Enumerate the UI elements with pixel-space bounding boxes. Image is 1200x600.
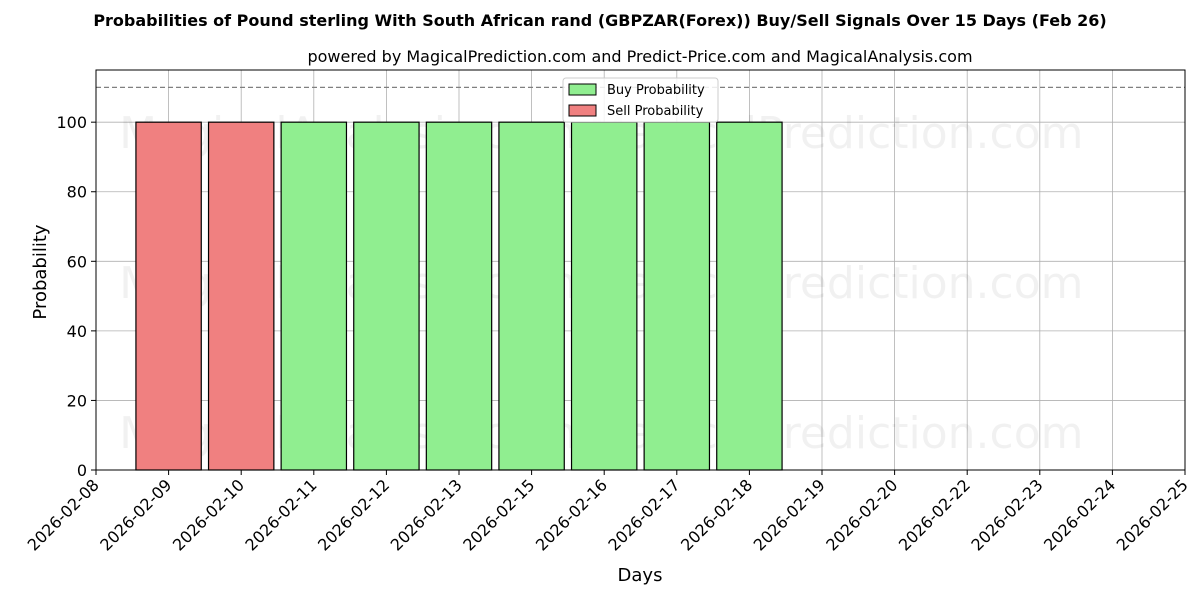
buy-bar (498, 121, 565, 471)
buy-bar (570, 121, 638, 471)
y-tick-label: 40 (67, 322, 87, 341)
sell-bar (135, 121, 202, 471)
y-tick-label: 0 (77, 461, 87, 480)
legend-label: Buy Probability (607, 83, 705, 98)
x-tick-label: 2026-02-20 (822, 475, 901, 554)
x-tick-label: 2026-02-25 (1113, 475, 1192, 554)
legend: Buy Probability Sell Probability (562, 77, 719, 123)
x-tick-label: 2026-02-08 (24, 475, 103, 554)
buy-bar (353, 121, 420, 471)
x-tick-label: 2026-02-24 (1040, 475, 1119, 554)
buy-bar (280, 121, 348, 471)
y-tick-label: 20 (67, 391, 87, 410)
x-tick-label: 2026-02-16 (532, 475, 611, 554)
x-tick-label: 2026-02-12 (314, 475, 393, 554)
x-tick-label: 2026-02-11 (241, 475, 320, 554)
x-tick-label: 2026-02-19 (750, 475, 829, 554)
bars (135, 121, 783, 471)
plot-frame (95, 69, 1186, 471)
buy-bar (716, 121, 783, 471)
y-axis-label: Probability (30, 224, 51, 319)
legend-swatch (568, 104, 597, 117)
x-axis-label: Days (618, 565, 663, 586)
x-tick-label: 2026-02-10 (169, 475, 248, 554)
sell-bar (207, 121, 275, 471)
x-tick-label: 2026-02-17 (604, 475, 683, 554)
chart-title: Probabilities of Pound sterling With Sou… (93, 11, 1106, 30)
x-tick-label: 2026-02-22 (895, 475, 974, 554)
y-tick-label: 100 (56, 113, 87, 132)
legend-swatch (568, 83, 597, 96)
y-tick-label: 60 (67, 252, 87, 271)
buy-bar (643, 121, 711, 471)
x-tick-label: 2026-02-13 (387, 475, 466, 554)
legend-box (562, 77, 719, 123)
x-tick-label: 2026-02-09 (96, 475, 175, 554)
y-axis: 0 20 40 60 80 100 (56, 113, 96, 480)
x-axis: 2026-02-082026-02-092026-02-102026-02-11… (24, 470, 1192, 555)
y-tick-label: 80 (67, 183, 87, 202)
legend-label: Sell Probability (607, 104, 704, 119)
buy-bar (425, 121, 493, 471)
x-tick-label: 2026-02-18 (677, 475, 756, 554)
x-tick-label: 2026-02-15 (459, 475, 538, 554)
chart-subtitle: powered by MagicalPrediction.com and Pre… (307, 47, 972, 66)
x-tick-label: 2026-02-23 (967, 475, 1046, 554)
